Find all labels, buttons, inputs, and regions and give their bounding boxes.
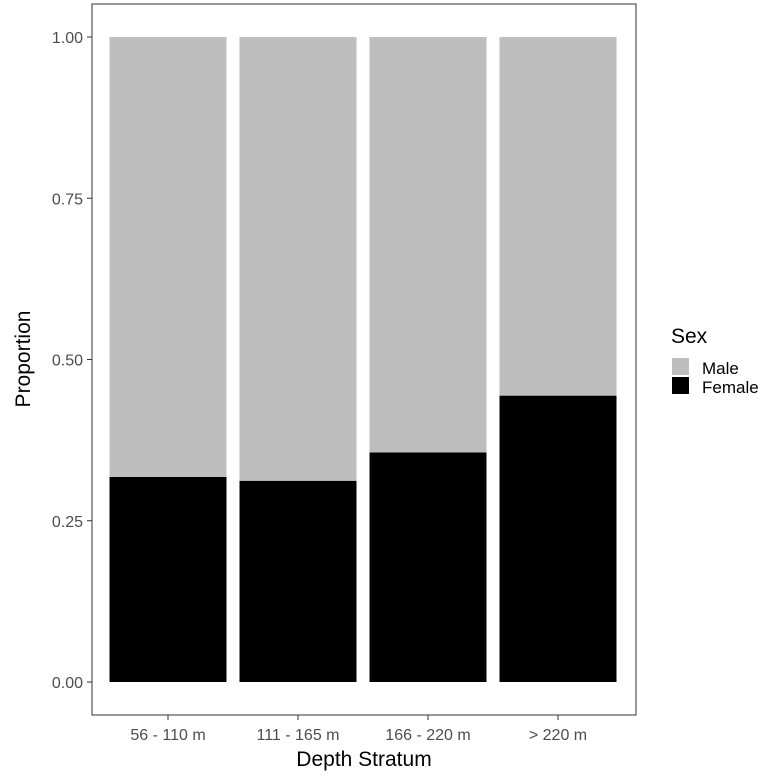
x-axis-title: Depth Stratum <box>296 748 431 771</box>
y-tick-label: 0.50 <box>52 353 83 370</box>
bar-female-166-220-m <box>369 452 487 682</box>
y-tick-label: 0.75 <box>52 191 83 208</box>
y-tick-label: 0.00 <box>52 675 83 692</box>
x-tick-label: > 220 m <box>529 727 587 744</box>
legend-label-male: Male <box>702 359 739 378</box>
legend-swatch-male <box>672 358 689 375</box>
x-tick-label: 56 - 110 m <box>130 727 205 744</box>
x-tick-label: 111 - 165 m <box>256 727 339 744</box>
bar-female-111-165-m <box>239 480 357 682</box>
legend: Sex Male Female <box>671 325 759 397</box>
y-tick-label: 1.00 <box>52 30 83 47</box>
x-axis: 56 - 110 m 111 - 165 m 166 - 220 m > 220 m <box>130 715 587 744</box>
legend-title: Sex <box>671 325 708 348</box>
bar-female-56-110-m <box>109 476 227 682</box>
bar-male-56-110-m <box>109 37 227 477</box>
bar-female-220-m <box>499 395 617 682</box>
legend-label-female: Female <box>702 378 759 397</box>
x-tick-label: 166 - 220 m <box>385 727 470 744</box>
bar-male-111-165-m <box>239 37 357 481</box>
y-axis-title: Proportion <box>12 311 35 408</box>
bars-layer <box>109 37 617 682</box>
y-tick-label: 0.25 <box>52 514 83 531</box>
bar-male-220-m <box>499 37 617 396</box>
legend-swatch-female <box>672 377 689 394</box>
y-axis: 0.00 0.25 0.50 0.75 1.00 <box>52 30 92 692</box>
bar-male-166-220-m <box>369 37 487 453</box>
